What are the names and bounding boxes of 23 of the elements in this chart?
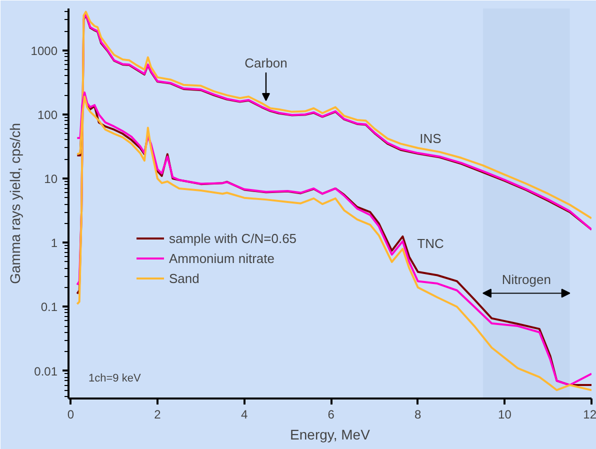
x-tick-label: 10: [498, 408, 512, 422]
x-tick-label: 2: [154, 408, 162, 422]
annotation: INS: [420, 131, 442, 146]
legend-label: sample with C/N=0.65: [169, 230, 297, 246]
annotation: 1ch=9 keV: [88, 372, 142, 384]
y-tick-label: 10: [44, 172, 58, 186]
x-tick-label: 8: [414, 408, 422, 422]
y-tick-label: 0.1: [40, 300, 58, 314]
x-tick-label: 4: [240, 408, 248, 422]
y-tick-label: 1000: [30, 44, 58, 58]
annotation: Carbon: [244, 56, 288, 71]
y-tick-label: 100: [37, 108, 58, 122]
y-axis-title: Gamma rays yield, cps/ch: [6, 122, 23, 284]
y-tick-label: 1: [50, 236, 58, 250]
x-tick-label: 0: [67, 408, 74, 422]
annotation: TNC: [417, 236, 444, 251]
x-tick-label: 12: [583, 408, 596, 422]
legend-label: Sand: [169, 270, 200, 286]
legend-label: Ammonium nitrate: [169, 250, 274, 266]
band-label: Nitrogen: [502, 272, 551, 288]
x-axis-title: Energy, MeV: [290, 426, 371, 442]
x-tick-label: 6: [328, 408, 335, 422]
y-tick-label: 0.01: [34, 364, 58, 378]
